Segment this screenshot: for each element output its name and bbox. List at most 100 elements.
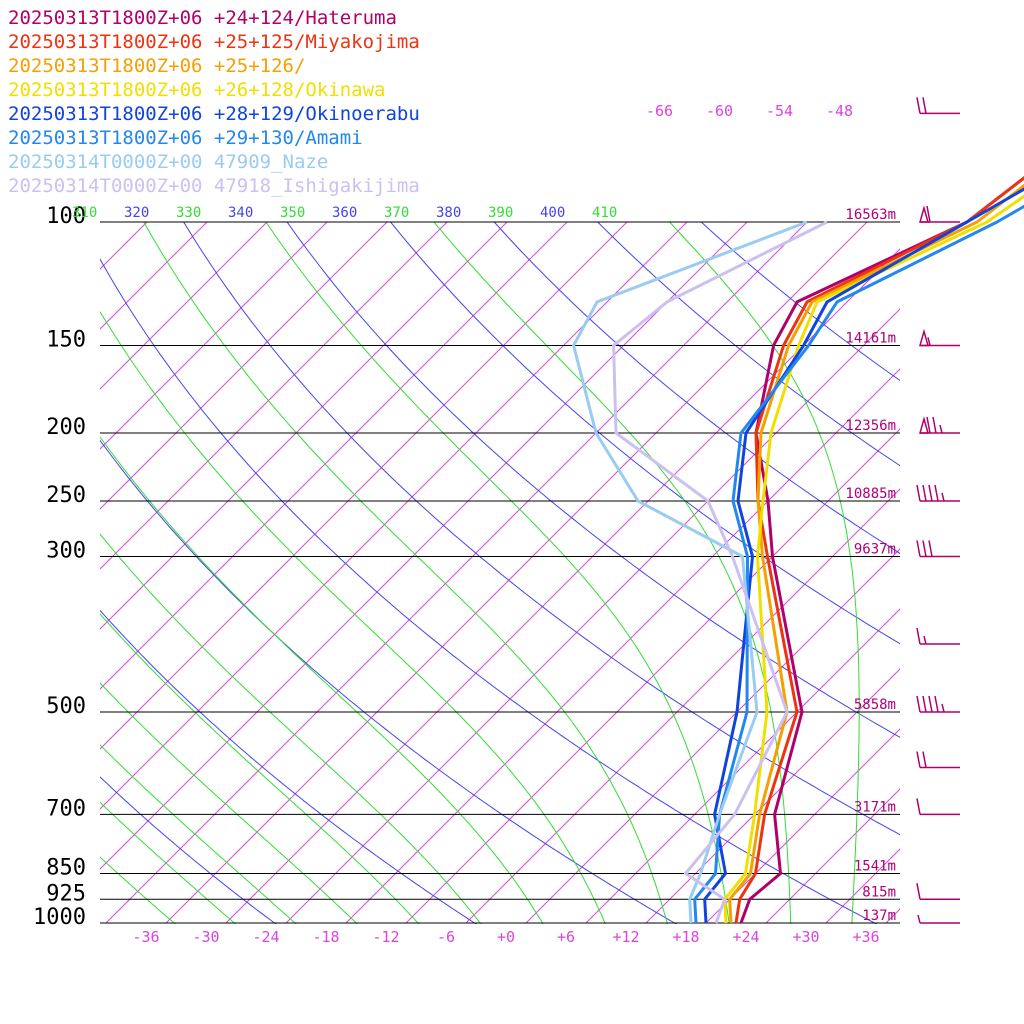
pressure-label: 100 xyxy=(46,204,86,229)
isotherm-line xyxy=(765,788,900,924)
temperature-tick-label: -36 xyxy=(132,928,159,946)
dry-adiabat-line xyxy=(389,222,900,645)
isotherm-line xyxy=(285,308,900,924)
temperature-tick-label: +30 xyxy=(792,928,819,946)
dry-adiabat-line xyxy=(100,258,878,924)
isotherm-line xyxy=(100,222,748,870)
dry-adiabat-line xyxy=(286,222,900,738)
height-label: 1541m xyxy=(854,859,896,875)
temperature-tick-label: -6 xyxy=(437,928,455,946)
pressure-label: 850 xyxy=(46,856,86,881)
theta-label: 320 xyxy=(124,205,149,221)
theta-label: 380 xyxy=(436,205,461,221)
upper-temperature-labels: -66 -60 -54 -48 xyxy=(646,102,853,120)
temperature-tick-label: +6 xyxy=(557,928,575,946)
isotherm-line xyxy=(525,548,900,924)
legend-entry: 20250313T1800Z+06 +28+129/Okinoerabu xyxy=(8,103,420,125)
sounding-series-line xyxy=(728,183,1024,924)
moist-adiabat-line xyxy=(100,856,176,924)
wind-barb xyxy=(916,695,960,713)
sounding-series-line xyxy=(723,194,1024,924)
moist-adiabat-line xyxy=(100,310,606,924)
theta-label: 350 xyxy=(280,205,305,221)
sounding-series-line xyxy=(739,176,1024,924)
moist-adiabat-line xyxy=(265,222,730,924)
dry-adiabat-line xyxy=(100,609,477,924)
upper-temperature-label: -54 xyxy=(766,102,793,120)
legend-entry: 20250314T0000Z+00 47918_Ishigakijima xyxy=(8,175,420,197)
theta-label: 370 xyxy=(384,205,409,221)
wind-barb xyxy=(919,416,960,434)
sounding-series-line xyxy=(612,220,828,924)
sounding-series-line xyxy=(734,176,1024,924)
wind-barb xyxy=(916,484,960,502)
temperature-tick-label: -24 xyxy=(252,928,279,946)
wind-barb xyxy=(916,798,960,816)
moist-adiabat-line xyxy=(100,744,297,924)
pressure-label: 200 xyxy=(46,415,86,440)
upper-temperature-label: -66 xyxy=(646,102,673,120)
sounding-lines xyxy=(572,176,1024,924)
height-labels: 16563m 14161m 12356m 10885m 9637m 5858m 3171m 1… xyxy=(845,207,896,924)
isotherm-line xyxy=(645,668,900,924)
temperature-tick-label: +18 xyxy=(672,928,699,946)
legend-entry: 20250313T1800Z+06 +29+130/Amami xyxy=(8,127,363,149)
theta-label: 410 xyxy=(592,205,617,221)
temperature-tick-labels: -36 -30 -24 -18 -12 -6 +0 +6 +12 +18 +24 +30 +36 xyxy=(132,928,879,946)
wind-barb xyxy=(919,205,960,223)
theta-label: 390 xyxy=(488,205,513,221)
isotherm-line xyxy=(885,908,900,924)
height-label: 12356m xyxy=(845,418,896,434)
isotherm-line xyxy=(465,488,900,924)
isotherm-line xyxy=(100,222,688,810)
isotherm-line xyxy=(1006,11,1024,923)
pressure-label: 250 xyxy=(46,483,86,508)
legend-entry: 20250313T1800Z+06 +25+125/Miyakojima xyxy=(8,31,420,53)
temperature-tick-label: +0 xyxy=(497,928,515,946)
temperature-tick-label: -12 xyxy=(372,928,399,946)
pressure-label: 500 xyxy=(46,694,86,719)
wind-barb xyxy=(916,883,960,901)
theta-label: 330 xyxy=(176,205,201,221)
moist-adiabat-line xyxy=(100,533,482,924)
legend-entry: 20250313T1800Z+06 +25+126/ xyxy=(8,55,305,77)
height-label: 137m xyxy=(862,908,896,924)
theta-label: 340 xyxy=(228,205,253,221)
isotherm-line xyxy=(345,368,900,924)
height-label: 5858m xyxy=(854,697,896,713)
temperature-tick-label: +12 xyxy=(612,928,639,946)
height-label: 3171m xyxy=(854,799,896,815)
wind-barb xyxy=(916,751,960,769)
height-label: 9637m xyxy=(854,541,896,557)
height-label: 16563m xyxy=(845,207,896,223)
theta-label: 400 xyxy=(540,205,565,221)
theta-label: 360 xyxy=(332,205,357,221)
pressure-label: 150 xyxy=(46,327,86,352)
isotherm-line xyxy=(100,222,388,510)
dry-adiabat-line xyxy=(493,222,900,554)
dry-adiabat-line xyxy=(100,439,678,924)
isotherm-line xyxy=(405,428,900,924)
wind-barb xyxy=(916,540,960,558)
isotherm-line xyxy=(705,728,900,924)
moist-adiabat-line xyxy=(669,222,860,924)
moist-adiabat-line xyxy=(433,222,792,924)
wind-barb xyxy=(919,328,960,347)
pressure-label: 1000 xyxy=(33,905,86,930)
legend-entry: 20250314T0000Z+00 47909_Naze xyxy=(8,151,328,173)
isotherm-line xyxy=(100,222,508,630)
legend: 20250313T1800Z+06 +24+124/Hateruma202503… xyxy=(8,7,420,197)
moist-adiabat-line xyxy=(143,222,668,924)
temperature-tick-label: +24 xyxy=(732,928,759,946)
temperature-tick-label: -30 xyxy=(192,928,219,946)
dry-adiabat-line xyxy=(183,222,900,836)
isotherm-line xyxy=(225,248,900,924)
moist-adiabat-line xyxy=(100,682,358,924)
wind-barbs xyxy=(916,97,960,924)
height-label: 815m xyxy=(862,884,896,900)
moist-adiabat-line xyxy=(100,801,237,924)
height-label: 10885m xyxy=(845,486,896,502)
isotherm-line xyxy=(165,222,868,924)
